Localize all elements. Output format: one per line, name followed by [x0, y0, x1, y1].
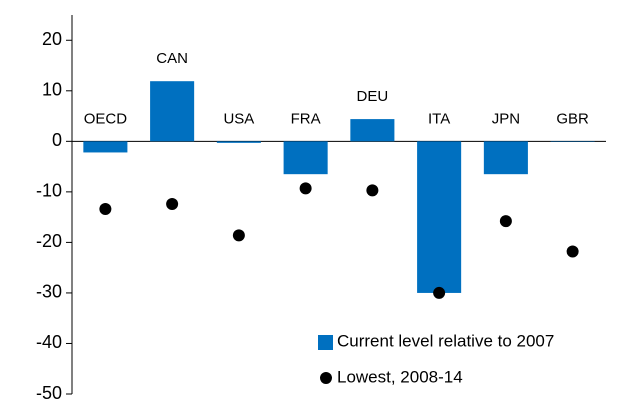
dot: [166, 197, 179, 210]
bar: [550, 141, 595, 142]
dot: [232, 229, 245, 242]
bar: [283, 141, 328, 175]
legend-swatch: [320, 372, 332, 384]
y-tick-label: -10: [36, 181, 62, 201]
legend-swatch: [318, 335, 333, 350]
bar: [83, 141, 128, 153]
category-label: USA: [223, 110, 254, 127]
y-tick-label: -50: [36, 383, 62, 403]
bar: [483, 141, 528, 175]
legend-label: Lowest, 2008-14: [337, 367, 463, 386]
y-tick-label: -20: [36, 231, 62, 251]
bar: [216, 141, 261, 143]
category-label: DEU: [357, 88, 389, 105]
y-tick-label: 0: [52, 130, 62, 150]
y-tick-label: -30: [36, 282, 62, 302]
category-label: OECD: [84, 110, 128, 127]
dot: [99, 203, 112, 216]
category-label: FRA: [291, 110, 321, 127]
legend-label: Current level relative to 2007: [337, 331, 554, 350]
category-label: JPN: [492, 110, 520, 127]
category-label: CAN: [156, 50, 188, 67]
category-label: ITA: [428, 110, 450, 127]
y-tick-label: 10: [42, 80, 62, 100]
dot: [499, 215, 512, 228]
bar: [350, 119, 395, 142]
bar: [417, 141, 462, 293]
dot: [433, 286, 446, 299]
dot: [566, 245, 579, 258]
dot: [299, 182, 312, 195]
y-tick-label: -40: [36, 332, 62, 352]
bar: [150, 81, 195, 142]
dot: [366, 184, 379, 197]
y-tick-label: 20: [42, 29, 62, 49]
category-label: GBR: [556, 110, 589, 127]
